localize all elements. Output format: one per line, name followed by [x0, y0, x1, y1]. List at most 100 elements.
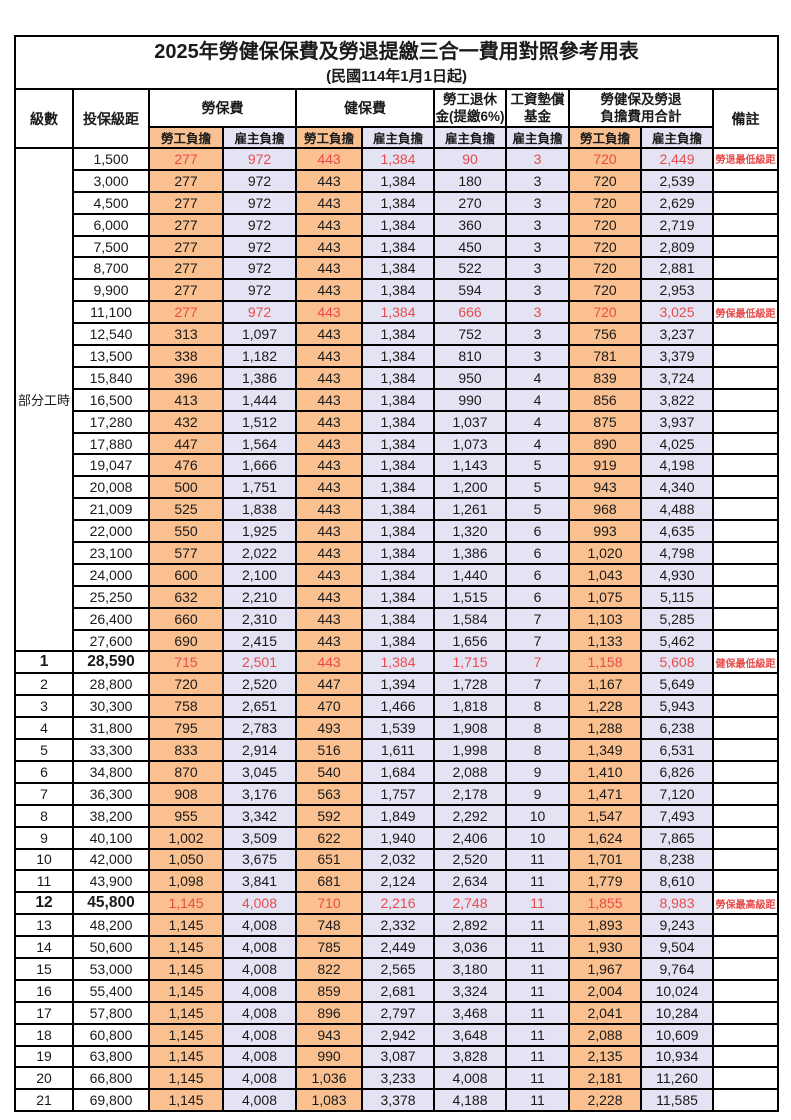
total-employee-cell: 1,228	[568, 694, 642, 719]
total-employee-cell: 756	[568, 322, 642, 347]
health-employee-cell: 443	[295, 562, 363, 587]
health-employer-cell: 1,940	[361, 825, 435, 850]
health-employee-cell: 443	[295, 365, 363, 390]
level-cell: 18	[14, 1022, 74, 1047]
total-employer-cell: 11,260	[640, 1066, 714, 1091]
pension-employer-cell: 3,468	[433, 1000, 507, 1025]
bracket-cell: 28,590	[72, 650, 150, 675]
bracket-cell: 17,280	[72, 409, 150, 434]
wage-fund-employer-cell: 5	[505, 453, 570, 478]
labor-employer-cell: 4,008	[222, 1044, 297, 1069]
health-employee-cell: 443	[295, 212, 363, 237]
remark-cell	[711, 322, 780, 347]
labor-employer-cell: 1,751	[222, 475, 297, 500]
table-row: 16 55,400 1,145 4,008 859 2,681 3,324 11 2,004 10…	[14, 978, 780, 1003]
level-cell: 20	[14, 1066, 74, 1091]
level-cell: 4	[14, 716, 74, 741]
pension-employer-cell: 666	[433, 300, 507, 325]
health-employer-cell: 2,681	[361, 978, 435, 1003]
total-employee-cell: 720	[568, 256, 642, 281]
health-employee-cell: 443	[295, 409, 363, 434]
total-employee-cell: 875	[568, 409, 642, 434]
health-employer-cell: 1,384	[361, 409, 435, 434]
health-employer-cell: 1,384	[361, 190, 435, 215]
remark-cell: 勞保最低級距	[711, 300, 780, 325]
wage-fund-employer-cell: 3	[505, 300, 570, 325]
labor-employer-cell: 3,841	[222, 869, 297, 894]
labor-employee-cell: 632	[148, 584, 224, 609]
health-employee-cell: 443	[295, 256, 363, 281]
wage-fund-employer-cell: 11	[505, 847, 570, 872]
level-cell: 13	[14, 913, 74, 938]
total-employee-cell: 781	[568, 344, 642, 368]
labor-employee-cell: 550	[148, 519, 224, 544]
health-employer-cell: 1,384	[361, 453, 435, 478]
remark-cell	[711, 256, 780, 281]
health-employer-cell: 1,384	[361, 322, 435, 347]
remark-cell	[711, 759, 780, 784]
col-header-bracket: 投保級距	[72, 88, 150, 149]
labor-employer-cell: 2,310	[222, 606, 297, 631]
table-row: 20,008 500 1,751 443 1,384 1,200 5 943 4,340	[15, 475, 780, 500]
level-cell: 11	[14, 869, 74, 894]
pension-employer-cell: 1,515	[433, 584, 507, 609]
wage-fund-employer-cell: 11	[505, 913, 570, 938]
total-employee-cell: 993	[568, 519, 642, 544]
title-text: 2025年勞健保保費及勞退提繳三合一費用對照參考用表	[154, 41, 639, 63]
bracket-cell: 27,600	[72, 628, 150, 653]
col-header-remark: 備註	[711, 88, 780, 149]
health-employer-cell: 1,384	[361, 256, 435, 281]
health-employer-cell: 1,384	[361, 606, 435, 631]
health-employee-cell: 443	[295, 344, 363, 368]
labor-employee-cell: 1,145	[148, 1000, 224, 1025]
health-employee-cell: 443	[295, 190, 363, 215]
level-cell: 7	[14, 781, 74, 806]
wage-fund-employer-cell: 3	[505, 147, 570, 171]
total-employee-cell: 919	[568, 453, 642, 478]
table-row: 15,840 396 1,386 443 1,384 950 4 839 3,724	[15, 365, 780, 390]
total-employee-cell: 1,020	[568, 541, 642, 565]
health-employer-cell: 1,384	[361, 168, 435, 193]
wage-fund-employer-cell: 11	[505, 891, 570, 916]
bracket-cell: 45,800	[72, 891, 150, 916]
health-employer-cell: 1,384	[361, 541, 435, 565]
table-row: 21,009 525 1,838 443 1,384 1,261 5 968 4,488	[15, 497, 780, 522]
pension-employer-cell: 1,386	[433, 541, 507, 565]
total-employee-cell: 720	[568, 278, 642, 303]
labor-employee-cell: 432	[148, 409, 224, 434]
wage-fund-employer-cell: 8	[505, 694, 570, 719]
health-employer-cell: 1,466	[361, 694, 435, 719]
premium-comparison-table: 2025年勞健保保費及勞退提繳三合一費用對照參考用表 (民國114年1月1日起)…	[13, 35, 780, 1113]
health-employer-cell: 1,384	[361, 278, 435, 303]
wage-fund-employer-cell: 7	[505, 650, 570, 675]
health-employee-cell: 443	[295, 234, 363, 259]
pension-employer-cell: 1,715	[433, 650, 507, 675]
subheader-pension-employer: 雇主負擔	[433, 126, 507, 149]
labor-employee-cell: 833	[148, 738, 224, 762]
wage-fund-employer-cell: 3	[505, 212, 570, 237]
wage-fund-employer-cell: 11	[505, 1088, 570, 1113]
level-cell: 8	[14, 803, 74, 828]
labor-employer-cell: 972	[222, 278, 297, 303]
labor-employer-cell: 1,444	[222, 387, 297, 412]
bracket-cell: 12,540	[72, 322, 150, 347]
remark-cell	[711, 1022, 780, 1047]
labor-employer-cell: 1,564	[222, 431, 297, 456]
remark-cell	[711, 1088, 780, 1113]
health-employer-cell: 2,332	[361, 913, 435, 938]
bracket-cell: 69,800	[72, 1088, 150, 1113]
remark-cell	[711, 1000, 780, 1025]
level-cell: 15	[14, 956, 74, 981]
table-row: 9,900 277 972 443 1,384 594 3 720 2,953	[15, 278, 780, 303]
health-employee-cell: 710	[295, 891, 363, 916]
pension-employer-cell: 1,037	[433, 409, 507, 434]
remark-cell	[711, 628, 780, 653]
bracket-cell: 20,008	[72, 475, 150, 500]
pension-employer-cell: 1,818	[433, 694, 507, 719]
total-employer-cell: 6,826	[640, 759, 714, 784]
total-employee-cell: 968	[568, 497, 642, 522]
level-cell: 6	[14, 759, 74, 784]
table-row: 16,500 413 1,444 443 1,384 990 4 856 3,822	[15, 387, 780, 412]
pension-employer-cell: 3,036	[433, 935, 507, 959]
total-employer-cell: 3,937	[640, 409, 714, 434]
